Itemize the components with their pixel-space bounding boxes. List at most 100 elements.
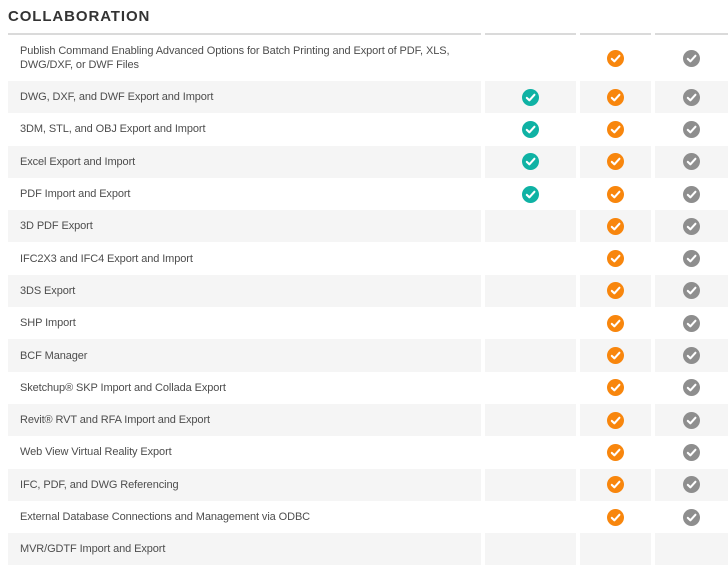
check-cell-column-1 (485, 33, 576, 81)
feature-cell: External Database Connections and Manage… (8, 500, 481, 534)
feature-label: Excel Export and Import (20, 155, 136, 168)
feature-label: Revit® RVT and RFA Import and Export (20, 414, 210, 427)
check-cell-column-1 (485, 307, 576, 340)
check-cell-column-1 (485, 177, 576, 211)
check-cell-column-2 (580, 436, 651, 469)
comparison-table: Publish Command Enabling Advanced Option… (8, 33, 728, 565)
check-cell-column-3 (655, 500, 728, 534)
check-icon-gray (683, 379, 700, 397)
check-cell-column-2 (580, 113, 651, 146)
check-cell-column-2 (580, 468, 651, 501)
check-cell-column-3 (655, 533, 728, 565)
table-row: SHP Import (8, 307, 728, 340)
feature-label: PDF Import and Export (20, 188, 131, 201)
check-icon-orange (607, 49, 624, 67)
check-cell-column-2 (580, 533, 651, 565)
section-title: COLLABORATION (8, 8, 151, 25)
check-icon-orange (607, 476, 624, 494)
section-header: COLLABORATION (8, 0, 728, 33)
table-row: DWG, DXF, and DWF Export and Import (8, 81, 728, 114)
table-row: 3DS Export (8, 274, 728, 308)
check-icon-orange (607, 120, 624, 138)
check-cell-column-3 (655, 403, 728, 437)
check-icon-gray (683, 217, 700, 235)
check-cell-column-1 (485, 145, 576, 178)
feature-cell: SHP Import (8, 307, 481, 340)
check-cell-column-3 (655, 81, 728, 114)
check-cell-column-1 (485, 274, 576, 308)
feature-label: 3DM, STL, and OBJ Export and Import (20, 123, 206, 136)
check-icon-orange (607, 508, 624, 526)
check-cell-column-3 (655, 307, 728, 340)
check-icon-teal (522, 120, 539, 138)
feature-label: 3D PDF Export (20, 220, 93, 233)
feature-label: BCF Manager (20, 349, 88, 362)
feature-cell: 3D PDF Export (8, 210, 481, 243)
check-cell-column-3 (655, 113, 728, 146)
check-icon-gray (683, 250, 700, 268)
feature-cell: BCF Manager (8, 339, 481, 372)
feature-cell: Publish Command Enabling Advanced Option… (8, 33, 481, 81)
check-cell-column-1 (485, 371, 576, 404)
check-cell-column-1 (485, 436, 576, 469)
check-cell-column-1 (485, 500, 576, 534)
check-icon-orange (607, 185, 624, 203)
check-icon-orange (607, 282, 624, 300)
check-cell-column-2 (580, 145, 651, 178)
table-row: BCF Manager (8, 339, 728, 372)
feature-cell: IFC, PDF, and DWG Referencing (8, 468, 481, 501)
check-cell-column-2 (580, 307, 651, 340)
check-cell-column-3 (655, 177, 728, 211)
feature-cell: Excel Export and Import (8, 145, 481, 178)
check-cell-column-1 (485, 403, 576, 437)
table-row: IFC, PDF, and DWG Referencing (8, 468, 728, 501)
check-cell-column-3 (655, 371, 728, 404)
feature-label: Publish Command Enabling Advanced Option… (20, 45, 450, 71)
check-cell-column-1 (485, 242, 576, 275)
table-row: IFC2X3 and IFC4 Export and Import (8, 242, 728, 275)
check-icon-gray (683, 443, 700, 461)
check-cell-column-3 (655, 468, 728, 501)
table-row: Publish Command Enabling Advanced Option… (8, 33, 728, 81)
check-cell-column-2 (580, 177, 651, 211)
check-icon-gray (683, 508, 700, 526)
feature-cell: IFC2X3 and IFC4 Export and Import (8, 242, 481, 275)
feature-cell: Revit® RVT and RFA Import and Export (8, 403, 481, 437)
check-icon-orange (607, 217, 624, 235)
check-cell-column-1 (485, 113, 576, 146)
feature-label: DWG, DXF, and DWF Export and Import (20, 91, 214, 104)
check-icon-gray (683, 49, 700, 67)
check-cell-column-2 (580, 242, 651, 275)
check-cell-column-1 (485, 339, 576, 372)
table-row: Sketchup® SKP Import and Collada Export (8, 371, 728, 404)
feature-label: IFC2X3 and IFC4 Export and Import (20, 252, 193, 265)
check-icon-gray (683, 185, 700, 203)
check-cell-column-2 (580, 403, 651, 437)
check-cell-column-3 (655, 33, 728, 81)
feature-cell: DWG, DXF, and DWF Export and Import (8, 81, 481, 114)
check-icon-gray (683, 153, 700, 171)
check-icon-gray (683, 88, 700, 106)
check-cell-column-2 (580, 81, 651, 114)
feature-label: Web View Virtual Reality Export (20, 446, 172, 459)
check-cell-column-1 (485, 468, 576, 501)
feature-label: SHP Import (20, 317, 76, 330)
table-row: 3D PDF Export (8, 210, 728, 243)
check-icon-orange (607, 88, 624, 106)
feature-cell: PDF Import and Export (8, 177, 481, 211)
check-cell-column-2 (580, 210, 651, 243)
table-row: MVR/GDTF Import and Export (8, 533, 728, 565)
feature-label: IFC, PDF, and DWG Referencing (20, 478, 179, 491)
check-icon-orange (607, 153, 624, 171)
check-cell-column-3 (655, 274, 728, 308)
check-icon-orange (607, 314, 624, 332)
feature-cell: 3DS Export (8, 274, 481, 308)
feature-cell: 3DM, STL, and OBJ Export and Import (8, 113, 481, 146)
check-icon-gray (683, 347, 700, 365)
table-row: External Database Connections and Manage… (8, 500, 728, 534)
check-icon-gray (683, 411, 700, 429)
check-icon-orange (607, 411, 624, 429)
check-cell-column-2 (580, 371, 651, 404)
check-cell-column-3 (655, 339, 728, 372)
